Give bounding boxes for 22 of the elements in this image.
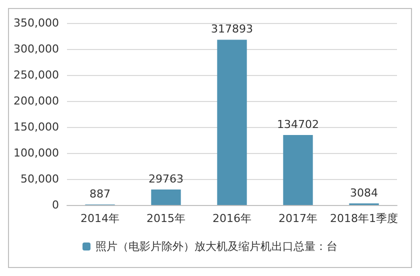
data-label: 134702: [277, 118, 319, 131]
bar: [151, 190, 181, 205]
y-tick-label: 200,000: [14, 94, 59, 108]
y-tick-label: 50,000: [20, 172, 59, 186]
x-tick-label: 2016年: [212, 212, 252, 225]
bar: [217, 40, 247, 205]
x-tick-label: 2017年: [278, 212, 318, 225]
data-label: 317893: [211, 22, 253, 36]
y-tick-label: 300,000: [14, 42, 59, 56]
bar: [283, 134, 313, 205]
legend-label: 照片（电影片除外）放大机及缩片机出口总量：台: [96, 240, 338, 253]
x-tick-label: 2015年: [146, 212, 186, 225]
y-tick-label: 100,000: [14, 146, 59, 160]
data-label: 3084: [350, 186, 378, 200]
x-tick-label: 2014年: [80, 212, 120, 225]
y-tick-label: 350,000: [14, 16, 59, 30]
y-tick-label: 250,000: [14, 68, 59, 82]
y-tick-label: 150,000: [14, 120, 59, 134]
data-label: 887: [90, 188, 110, 201]
y-tick-label: 0: [52, 198, 59, 212]
x-tick-label: 2018年1季度: [330, 212, 398, 225]
data-label: 29763: [148, 172, 184, 186]
